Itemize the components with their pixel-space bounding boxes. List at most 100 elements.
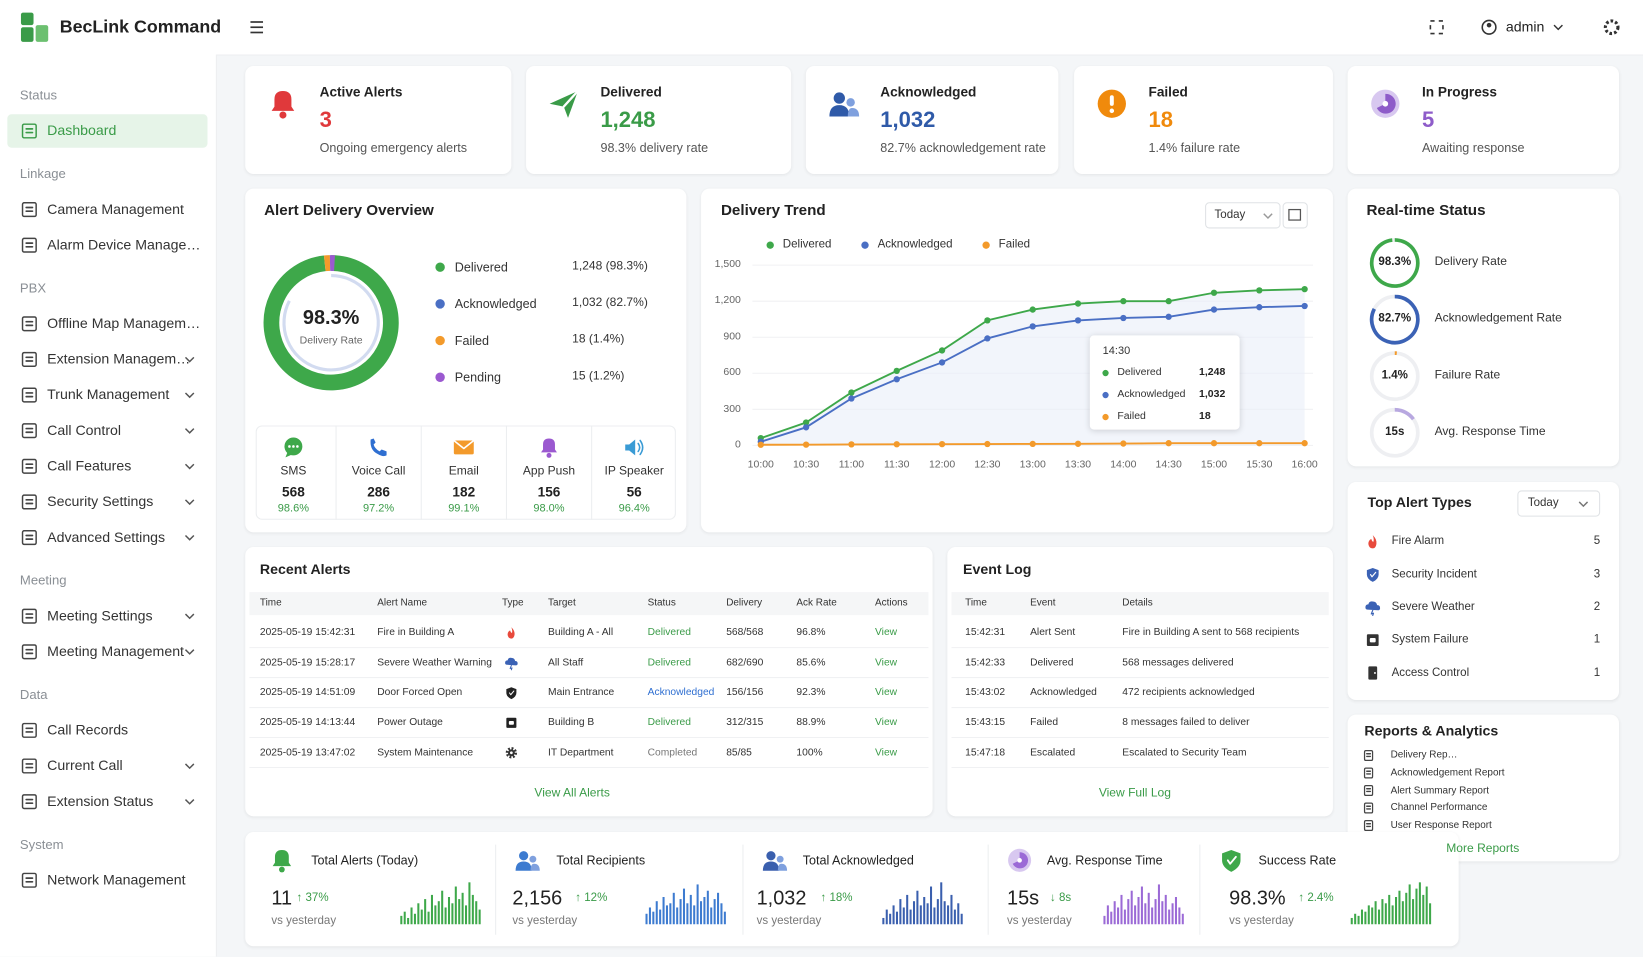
legend-label: Acknowledged (877, 238, 953, 251)
report-link[interactable]: Delivery Rep… (1390, 749, 1458, 762)
nav-item[interactable]: Meeting Settings (47, 607, 153, 624)
icon (1368, 535, 1377, 549)
legend-dot (861, 241, 869, 249)
sparkline-bar (960, 913, 963, 925)
filter-value[interactable]: Today (1527, 497, 1559, 510)
sparkline-bar (679, 899, 682, 925)
sparkline-bar (672, 892, 675, 925)
icon (21, 872, 37, 888)
table-cell: Delivered (647, 716, 691, 729)
x-tick-label: 14:30 (1155, 458, 1182, 471)
legend-value: 18 (1.4%) (572, 333, 625, 346)
table-cell[interactable]: View (874, 746, 898, 759)
sparkline-bar (1154, 899, 1157, 925)
table-cell: 85.6% (796, 656, 826, 669)
sparkline-bar (1415, 888, 1418, 925)
sparkline-bar (706, 890, 709, 925)
sparkline-bar (943, 901, 946, 925)
report-link[interactable]: User Response Report (1390, 819, 1492, 832)
icon (21, 351, 37, 367)
nav-item[interactable]: Trunk Management (47, 386, 170, 403)
alert-type-name: System Failure (1391, 633, 1469, 646)
nav-item[interactable]: Offline Map Managem… (47, 315, 201, 332)
icon (21, 387, 37, 403)
icon (515, 851, 540, 871)
sparkline-bar (689, 894, 692, 925)
stat-value: 18 (1148, 108, 1173, 133)
nav-item[interactable]: Call Control (47, 422, 122, 438)
icon (505, 657, 518, 671)
nav-item[interactable]: Meeting Management (47, 643, 184, 660)
sparkline-bar (652, 911, 655, 925)
nav-item[interactable]: Current Call (47, 757, 123, 774)
icon (506, 717, 517, 728)
point (938, 441, 946, 448)
kpi-change: ↑ 2.4% (1298, 892, 1334, 905)
nav-item[interactable]: Extension Managem… (47, 350, 191, 367)
table-cell: 2025-05-19 15:42:31 (259, 626, 356, 639)
nav-item[interactable]: Extension Status (47, 793, 154, 809)
view-all-link[interactable]: View All Alerts (534, 787, 610, 800)
table-cell[interactable]: View (874, 656, 898, 669)
nav-item[interactable]: Camera Management (47, 201, 184, 217)
sparkline-bar (912, 901, 916, 925)
user-name[interactable]: admin (1505, 18, 1545, 35)
sparkline-bar (1147, 892, 1150, 925)
nav-item[interactable]: Alarm Device Manage… (47, 236, 201, 253)
table-cell: 472 recipients acknowledged (1122, 686, 1255, 699)
icon (506, 687, 517, 700)
icon-shape (25, 392, 34, 398)
channel-name: App Push (522, 465, 576, 478)
icon (21, 794, 37, 810)
table-cell: 156/156 (726, 686, 764, 699)
point (848, 441, 855, 448)
alert-type-count: 1 (1593, 633, 1601, 646)
icon (21, 722, 37, 738)
more-reports-link[interactable]: More Reports (1446, 842, 1520, 856)
gauge-label: Acknowledgement Rate (1434, 312, 1562, 325)
x-tick-label: 10:30 (792, 458, 820, 471)
legend-label: Delivered (454, 259, 508, 275)
nav-item[interactable]: Advanced Settings (47, 529, 166, 545)
view-log-link[interactable]: View Full Log (1098, 787, 1171, 800)
nav-item[interactable]: Call Records (47, 721, 129, 738)
icon-shape (21, 423, 37, 439)
report-link[interactable]: Alert Summary Report (1390, 784, 1490, 797)
filter-value[interactable]: Today (1214, 208, 1246, 222)
table-cell: 568 messages delivered (1122, 656, 1234, 669)
sparkline-bar (1157, 884, 1160, 925)
table-cell: 85/85 (726, 746, 752, 759)
icon-shape (279, 866, 285, 873)
icon-shape (1368, 666, 1378, 680)
sparkline-bar (400, 915, 403, 925)
icon-shape (515, 861, 532, 871)
icon-shape (1363, 820, 1374, 832)
report-link[interactable]: Channel Performance (1390, 802, 1488, 814)
sparkline-bar (1429, 903, 1432, 925)
table-header-bg (249, 592, 929, 616)
kpi-note: vs yesterday (512, 915, 578, 928)
sparkline-bar (478, 909, 481, 925)
logo (35, 25, 49, 42)
kpi-change: ↑ 18% (820, 892, 853, 905)
icon (505, 747, 518, 759)
nav-item[interactable]: Call Features (47, 457, 132, 474)
sparkline-bar (1123, 909, 1126, 925)
nav-item[interactable]: Security Settings (47, 493, 154, 510)
logo (20, 12, 34, 26)
nav-item[interactable]: Dashboard (47, 122, 117, 139)
table-cell[interactable]: View (874, 686, 898, 699)
point (1029, 440, 1036, 448)
x-tick-label: 15:30 (1246, 458, 1273, 471)
table-cell: Delivered (647, 626, 691, 639)
table-cell[interactable]: View (874, 626, 898, 639)
table-header: Event (1030, 597, 1056, 610)
table-cell[interactable]: View (874, 716, 898, 729)
tooltip-value: 18 (1199, 410, 1211, 423)
x-tick-label: 14:00 (1110, 458, 1137, 471)
report-link[interactable]: Acknowledgement Report (1390, 767, 1505, 779)
legend-label: Failed (998, 238, 1031, 251)
nav-item[interactable]: Network Management (47, 871, 186, 888)
icon-shape (1363, 767, 1374, 779)
sparkline-bar (953, 909, 956, 925)
